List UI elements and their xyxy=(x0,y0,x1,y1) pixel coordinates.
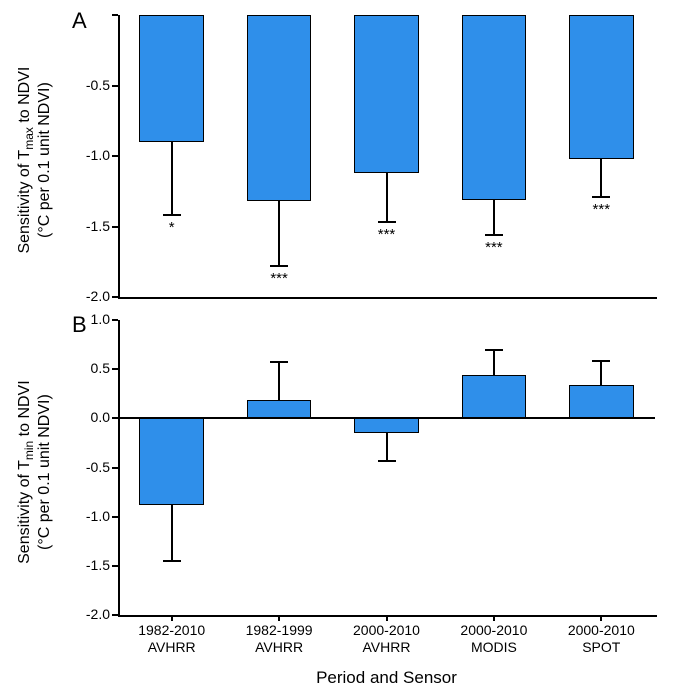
error-cap xyxy=(163,560,181,562)
significance-label: *** xyxy=(469,239,519,256)
error-bar xyxy=(493,350,495,375)
data-bar xyxy=(354,15,418,173)
ytick-label: 0.0 xyxy=(0,409,110,425)
error-bar xyxy=(386,173,388,222)
xtick-mark xyxy=(600,615,602,621)
data-bar xyxy=(139,418,203,505)
error-bar xyxy=(600,159,602,197)
error-cap xyxy=(592,196,610,198)
ytick-mark xyxy=(112,14,118,16)
ytick-label: -0.5 xyxy=(0,77,110,93)
data-bar xyxy=(569,385,633,418)
error-cap xyxy=(485,234,503,236)
data-bar xyxy=(569,15,633,159)
xtick-label: 2000-2010MODIS xyxy=(440,622,547,656)
ytick-label: -2.0 xyxy=(0,606,110,622)
ytick-label: -2.0 xyxy=(0,288,110,304)
xtick-label: 2000-2010SPOT xyxy=(548,622,655,656)
error-cap xyxy=(592,360,610,362)
error-cap xyxy=(485,349,503,351)
error-cap xyxy=(378,221,396,223)
error-bar xyxy=(600,361,602,385)
data-bar xyxy=(462,15,526,200)
data-bar xyxy=(247,400,311,419)
error-cap xyxy=(378,460,396,462)
ytick-mark xyxy=(112,467,118,469)
ytick-mark xyxy=(112,296,118,298)
data-bar xyxy=(462,375,526,418)
ytick-mark xyxy=(112,368,118,370)
ytick-label: 0.5 xyxy=(0,360,110,376)
error-bar xyxy=(278,362,280,399)
ytick-mark xyxy=(112,226,118,228)
ytick-mark xyxy=(112,85,118,87)
ytick-label: -1.0 xyxy=(0,147,110,163)
error-cap xyxy=(270,265,288,267)
xtick-label: 2000-2010AVHRR xyxy=(333,622,440,656)
error-bar xyxy=(386,433,388,461)
xtick-label: 1982-2010AVHRR xyxy=(118,622,225,656)
xtick-mark xyxy=(493,615,495,621)
ytick-mark xyxy=(112,155,118,157)
ytick-mark xyxy=(112,565,118,567)
ytick-label: -1.5 xyxy=(0,218,110,234)
error-cap xyxy=(163,214,181,216)
x-axis-label: Period and Sensor xyxy=(118,668,655,688)
data-bar xyxy=(139,15,203,142)
xtick-mark xyxy=(171,615,173,621)
data-bar xyxy=(354,418,418,433)
data-bar xyxy=(247,15,311,201)
error-bar xyxy=(278,201,280,266)
ytick-mark xyxy=(112,319,118,321)
ytick-label: -0.5 xyxy=(0,459,110,475)
ytick-label: -1.0 xyxy=(0,508,110,524)
error-bar xyxy=(171,142,173,215)
panel-label-a: A xyxy=(72,8,87,34)
ytick-mark xyxy=(112,614,118,616)
ytick-mark xyxy=(112,516,118,518)
ytick-label: -1.5 xyxy=(0,557,110,573)
ytick-label: 1.0 xyxy=(0,311,110,327)
xtick-mark xyxy=(278,615,280,621)
figure-root: ABSensitivity of Tmax to NDVI(°C per 0.1… xyxy=(0,0,679,698)
significance-label: * xyxy=(147,219,197,236)
significance-label: *** xyxy=(362,226,412,243)
error-bar xyxy=(493,200,495,235)
xtick-label: 1982-1999AVHRR xyxy=(225,622,332,656)
xtick-mark xyxy=(386,615,388,621)
significance-label: *** xyxy=(254,270,304,287)
significance-label: *** xyxy=(576,201,626,218)
error-bar xyxy=(171,505,173,561)
error-cap xyxy=(270,361,288,363)
